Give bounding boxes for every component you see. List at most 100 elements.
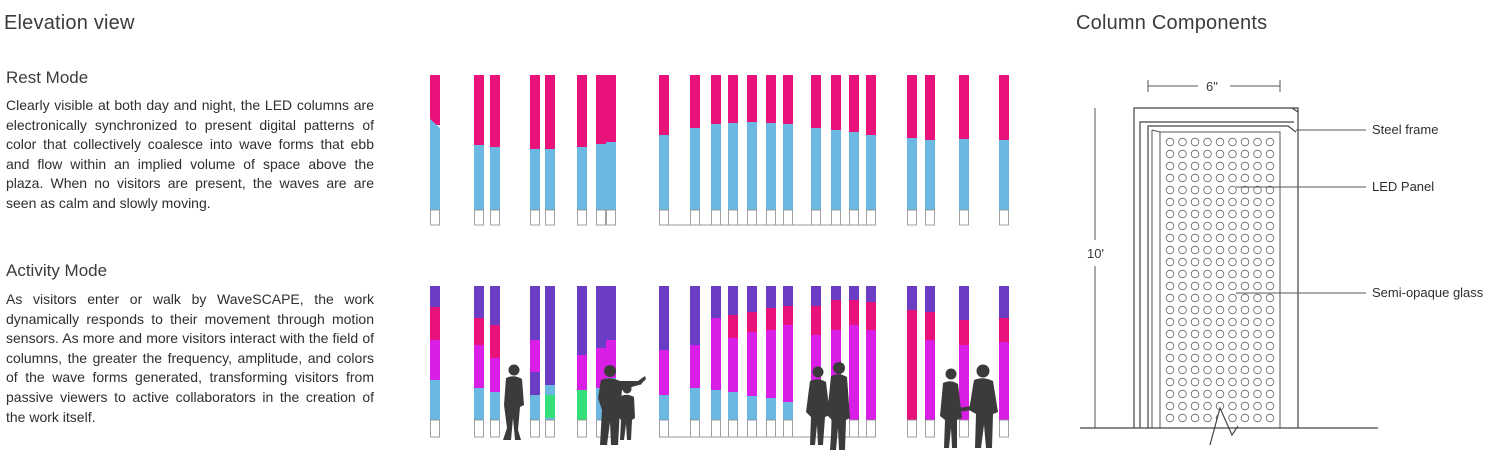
led-dot — [1228, 293, 1237, 303]
led-dot — [1253, 245, 1262, 255]
led-dot — [1190, 401, 1200, 411]
width-label: 6" — [1206, 79, 1218, 94]
led-dot — [1178, 389, 1187, 399]
activity-column — [766, 286, 776, 438]
led-dot — [1190, 413, 1200, 423]
led-dot — [1228, 305, 1237, 315]
led-dot — [1215, 377, 1225, 387]
visitor-silhouette — [598, 365, 646, 445]
led-dot — [1228, 197, 1237, 207]
led-dot — [1165, 269, 1175, 279]
led-dot — [1253, 197, 1262, 207]
rest-column — [596, 75, 606, 226]
rest-column — [711, 75, 721, 226]
rest-column — [747, 75, 757, 226]
led-dot — [1240, 305, 1250, 315]
led-dot — [1203, 257, 1212, 267]
led-dot — [1178, 257, 1187, 267]
rest-mode-columns — [430, 75, 1009, 226]
led-dot — [1165, 341, 1175, 351]
led-dot — [1178, 365, 1187, 375]
led-dot — [1178, 233, 1187, 243]
led-dot — [1203, 233, 1212, 243]
activity-column — [728, 286, 738, 438]
led-dot — [1165, 305, 1175, 315]
led-dot — [1190, 377, 1200, 387]
led-dot — [1228, 389, 1237, 399]
led-dot — [1253, 233, 1262, 243]
elevation-title: Elevation view — [4, 12, 135, 34]
led-dot — [1190, 197, 1200, 207]
led-dot — [1203, 185, 1212, 195]
led-dot — [1190, 293, 1200, 303]
led-dot — [1165, 245, 1175, 255]
led-dot — [1203, 389, 1212, 399]
led-dot — [1203, 305, 1212, 315]
led-dot — [1203, 161, 1212, 171]
led-dot — [1253, 269, 1262, 279]
led-dot — [1265, 329, 1275, 339]
led-dot — [1203, 317, 1212, 327]
led-dot — [1228, 377, 1237, 387]
led-dot — [1165, 209, 1175, 219]
visitor-silhouette — [806, 362, 850, 450]
led-dot — [1240, 233, 1250, 243]
led-dot — [1215, 245, 1225, 255]
led-dot — [1228, 329, 1237, 339]
led-dot — [1253, 281, 1262, 291]
led-dot — [1253, 317, 1262, 327]
led-dot — [1165, 377, 1175, 387]
semi-opaque-glass-label: Semi-opaque glass — [1372, 285, 1484, 300]
activity-column — [711, 286, 721, 438]
activity-column — [430, 286, 440, 438]
led-dot — [1240, 329, 1250, 339]
led-dot — [1165, 401, 1175, 411]
rest-column — [606, 75, 616, 226]
led-dot — [1240, 149, 1250, 159]
callout-labels: Steel frame LED Panel Semi-opaque glass — [1372, 122, 1484, 300]
led-dot — [1203, 413, 1212, 423]
rest-column — [866, 75, 876, 226]
led-dot — [1253, 341, 1262, 351]
led-dot — [1178, 149, 1187, 159]
rest-column — [430, 75, 440, 226]
led-dot — [1228, 269, 1237, 279]
led-dot — [1265, 245, 1275, 255]
led-dot — [1215, 329, 1225, 339]
led-dot — [1240, 185, 1250, 195]
led-dot — [1165, 317, 1175, 327]
callout-leaders — [1236, 129, 1366, 294]
led-dot — [1240, 317, 1250, 327]
led-dot — [1165, 389, 1175, 399]
led-dot — [1203, 269, 1212, 279]
led-dot — [1203, 341, 1212, 351]
led-dot — [1240, 365, 1250, 375]
activity-column — [659, 286, 669, 438]
led-dot — [1165, 137, 1175, 147]
led-dot — [1203, 401, 1212, 411]
led-dot — [1178, 317, 1187, 327]
led-dot — [1165, 161, 1175, 171]
led-dot — [1215, 317, 1225, 327]
led-dot — [1190, 305, 1200, 315]
led-dot — [1240, 413, 1250, 423]
led-dot — [1165, 413, 1175, 423]
components-title: Column Components — [1076, 12, 1268, 34]
led-dot — [1265, 305, 1275, 315]
led-dot — [1190, 221, 1200, 231]
led-dot — [1228, 221, 1237, 231]
led-dot — [1240, 173, 1250, 183]
break-mark — [1209, 406, 1239, 446]
led-dot — [1253, 173, 1262, 183]
led-dot — [1265, 401, 1275, 411]
rest-column — [766, 75, 776, 226]
led-dot — [1178, 401, 1187, 411]
activity-column — [866, 286, 876, 438]
led-dot — [1190, 269, 1200, 279]
width-dimension — [1147, 80, 1281, 92]
led-dot — [1228, 317, 1237, 327]
rest-column — [783, 75, 793, 226]
led-panel-label: LED Panel — [1372, 179, 1434, 194]
led-dot — [1215, 341, 1225, 351]
led-dot — [1178, 137, 1187, 147]
